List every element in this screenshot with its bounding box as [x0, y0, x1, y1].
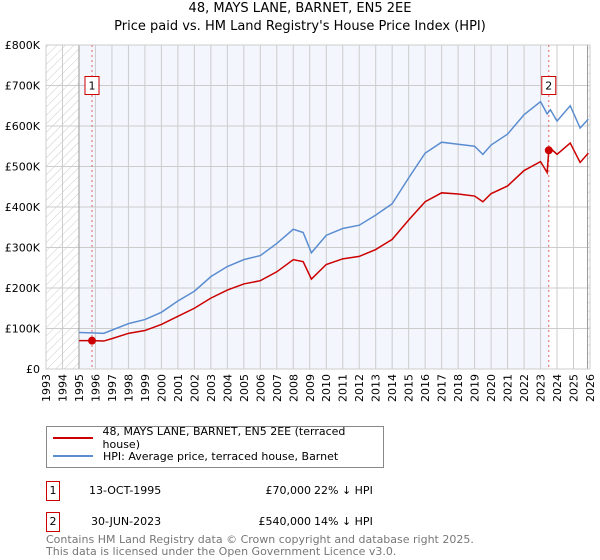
legend-swatch-property — [53, 437, 93, 439]
hpi-line — [78, 100, 589, 335]
y-tick-label: £0 — [26, 363, 40, 376]
x-tick-label: 2003 — [205, 374, 218, 402]
x-tick-label: 2007 — [271, 374, 284, 402]
sale-price: £540,000 — [258, 515, 312, 528]
x-tick-label: 2000 — [155, 374, 168, 402]
x-tick-label: 1999 — [139, 374, 152, 402]
sale-hpi-diff: 22% ↓ HPI — [314, 484, 373, 497]
x-tick-label: 1995 — [73, 374, 86, 402]
plot-border — [45, 44, 591, 370]
x-tick-label: 1998 — [122, 374, 135, 402]
legend-label-property: 48, MAYS LANE, BARNET, EN5 2EE (terraced… — [102, 425, 346, 451]
chart-subtitle: Price paid vs. HM Land Registry's House … — [114, 19, 486, 34]
sale-point — [544, 146, 553, 155]
legend: 48, MAYS LANE, BARNET, EN5 2EE (terraced… — [46, 425, 384, 468]
sale-point — [87, 336, 96, 345]
x-tick-label: 2006 — [254, 374, 267, 402]
chart-title: 48, MAYS LANE, BARNET, EN5 2EE — [188, 1, 412, 16]
x-tick-label: 2011 — [337, 374, 350, 402]
y-tick-label: £400K — [5, 201, 41, 214]
y-tick-label: £800K — [5, 39, 41, 52]
x-tick-label: 2005 — [238, 374, 251, 402]
x-tick-label: 2012 — [353, 374, 366, 402]
sale-date: 30-JUN-2023 — [91, 515, 162, 528]
x-tick-label: 2010 — [320, 374, 333, 402]
x-tick-label: 2004 — [221, 374, 234, 402]
footer-copyright: Contains HM Land Registry data © Crown c… — [46, 533, 474, 546]
y-tick-label: £700K — [5, 80, 41, 93]
x-tick-label: 2014 — [386, 374, 399, 402]
x-tick-label: 2009 — [304, 374, 317, 402]
y-tick-label: £300K — [5, 242, 41, 255]
sale-marker-label: 2 — [46, 512, 60, 532]
legend-label-hpi: HPI: Average price, terraced house, Barn… — [103, 449, 339, 463]
x-tick-label: 2022 — [518, 374, 531, 402]
x-tick-label: 2019 — [469, 374, 482, 402]
sale-price: £70,000 — [265, 484, 312, 497]
x-tick-label: 2015 — [403, 374, 416, 402]
x-tick-label: 1994 — [56, 374, 69, 402]
x-tick-label: 2002 — [188, 374, 201, 402]
sale-hpi-diff: 14% ↓ HPI — [314, 515, 373, 528]
x-tick-label: 2026 — [584, 374, 597, 402]
x-tick-label: 1996 — [89, 374, 102, 402]
x-tick-label: 2008 — [287, 374, 300, 402]
x-tick-label: 2017 — [436, 374, 449, 402]
sale-row-2: 2 30-JUN-2023 £540,000 14% ↓ HPI — [46, 512, 446, 532]
x-tick-label: 2020 — [485, 374, 498, 402]
x-tick-label: 2001 — [172, 374, 185, 402]
y-tick-label: £100K — [5, 323, 41, 336]
sale-annotation-box — [541, 76, 557, 95]
x-tick-label: 2013 — [370, 374, 383, 402]
x-tick-label: 2016 — [419, 374, 432, 402]
x-tick-label: 1993 — [40, 374, 53, 402]
x-tick-label: 2021 — [502, 374, 515, 402]
y-tick-label: £600K — [5, 120, 41, 133]
x-tick-label: 2024 — [551, 374, 564, 402]
sale-annotation-label: 2 — [545, 80, 552, 93]
sale-row-1: 1 13-OCT-1995 £70,000 22% ↓ HPI — [46, 481, 446, 501]
sale-date: 13-OCT-1995 — [89, 484, 162, 497]
x-tick-label: 2023 — [535, 374, 548, 402]
y-tick-label: £200K — [5, 282, 41, 295]
legend-swatch-hpi — [53, 455, 93, 457]
y-tick-label: £500K — [5, 161, 41, 174]
sale-marker-label: 1 — [46, 481, 60, 501]
property-price-line — [78, 141, 589, 342]
x-tick-label: 2025 — [568, 374, 581, 402]
sale-annotation-label: 1 — [88, 80, 95, 93]
x-tick-label: 1997 — [106, 374, 119, 402]
footer-licence: This data is licensed under the Open Gov… — [46, 545, 397, 558]
x-tick-label: 2018 — [452, 374, 465, 402]
sale-annotation-box — [84, 76, 100, 95]
plot-area: 1993 1994 1995 1996 1997 1998 1999 2000 2001 2002… — [5, 39, 597, 402]
